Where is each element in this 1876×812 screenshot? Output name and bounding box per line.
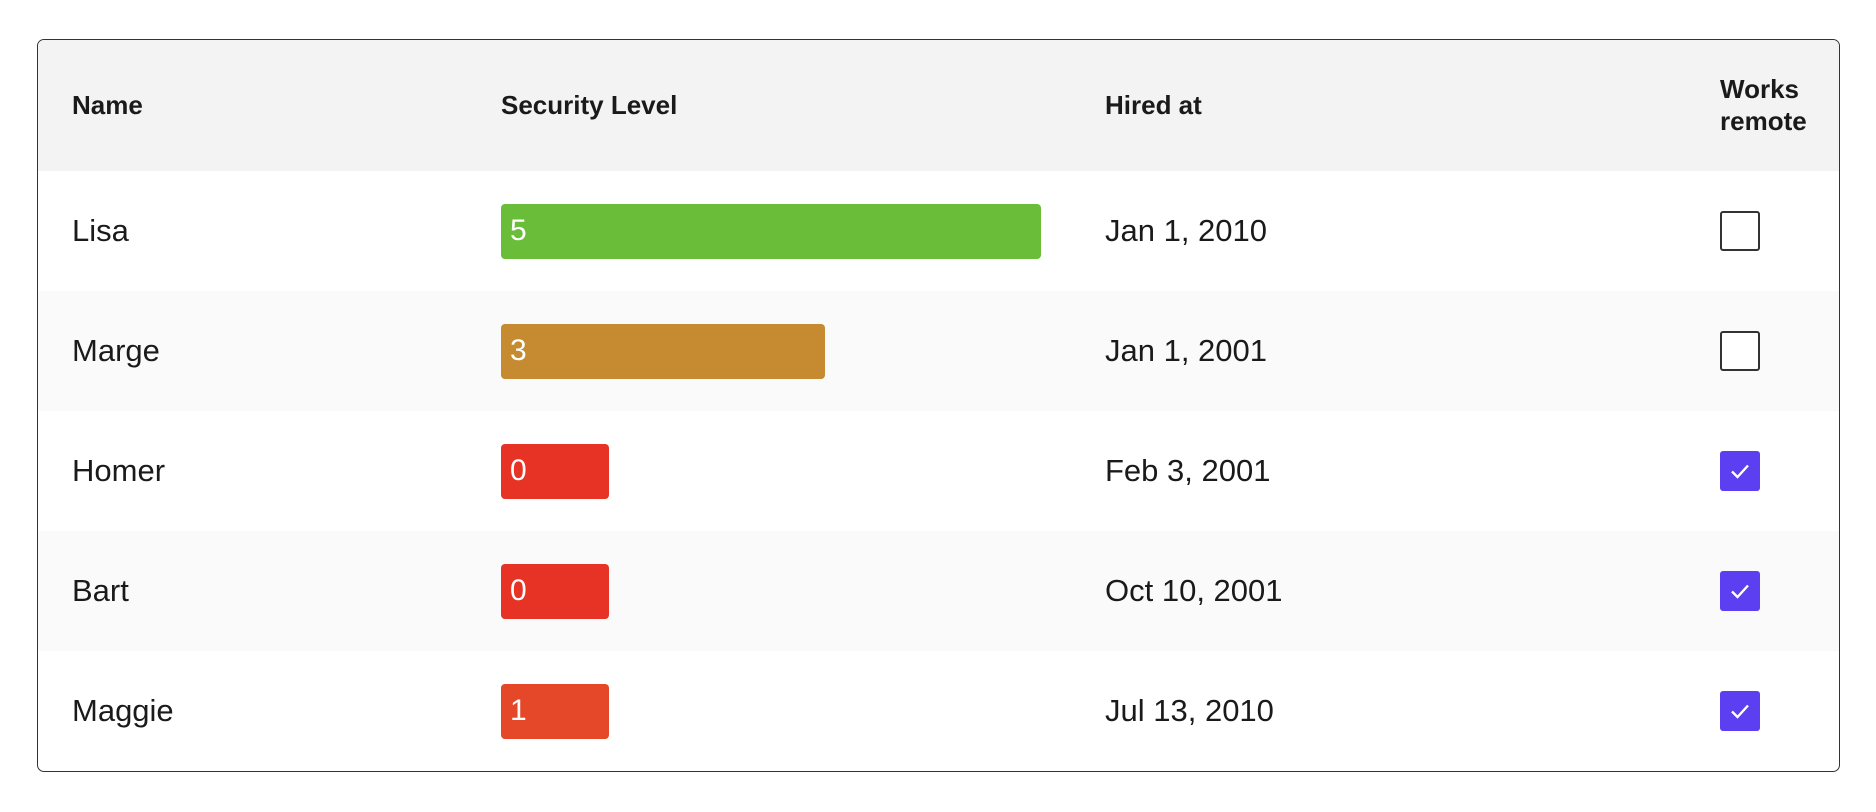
checkbox[interactable] [1720, 691, 1760, 731]
table-row: Marge 3 Jan 1, 2001 [38, 291, 1839, 411]
table-row: Homer 0 Feb 3, 2001 [38, 411, 1839, 531]
checkmark [1731, 704, 1749, 719]
checkmark-path [1731, 704, 1749, 719]
name-cell: Homer [72, 453, 166, 488]
table-row: Maggie 1 Jul 13, 2010 [38, 651, 1839, 771]
checkmark [1731, 464, 1749, 479]
security-cell: 0 [501, 563, 1105, 619]
checkbox[interactable] [1720, 451, 1760, 491]
security-bar: 1 [501, 683, 609, 739]
checkmark-path [1731, 464, 1749, 479]
hired-cell: Oct 10, 2001 [1105, 573, 1283, 608]
header-cell: Hired at [1105, 90, 1202, 120]
remote-cell [1720, 331, 1839, 371]
checkbox[interactable] [1720, 331, 1760, 371]
hired-cell: Feb 3, 2001 [1105, 453, 1271, 488]
header-cell: Name [72, 90, 143, 120]
remote-cell [1720, 571, 1839, 611]
hired-cell: Jan 1, 2001 [1105, 333, 1268, 368]
name-cell: Maggie [72, 693, 174, 728]
checkmark-path [1731, 584, 1749, 599]
name-cell: Bart [72, 573, 129, 608]
remote-cell [1720, 451, 1839, 491]
security-cell: 3 [501, 323, 1105, 379]
name-cell: Lisa [72, 213, 129, 248]
hired-cell: Jan 1, 2010 [1105, 213, 1268, 248]
checkbox[interactable] [1720, 571, 1760, 611]
header-cell: Works remote [1720, 74, 1807, 136]
name-cell: Marge [72, 333, 160, 368]
remote-cell [1720, 211, 1839, 251]
security-cell: 5 [501, 203, 1105, 259]
security-bar: 5 [501, 203, 1041, 259]
security-cell: 0 [501, 443, 1105, 499]
table-row: Lisa 5 Jan 1, 2010 [38, 171, 1839, 291]
security-cell: 1 [501, 683, 1105, 739]
security-bar: 0 [501, 443, 609, 499]
employee-table: Name Security Level Hired at Works remot… [37, 39, 1840, 772]
hired-cell: Jul 13, 2010 [1105, 693, 1274, 728]
table-row: Bart 0 Oct 10, 2001 [38, 531, 1839, 651]
header-row: Name Security Level Hired at Works remot… [38, 40, 1839, 171]
security-bar: 3 [501, 323, 825, 379]
security-bar: 0 [501, 563, 609, 619]
checkmark [1731, 584, 1749, 599]
header-cell: Security Level [501, 90, 678, 120]
remote-cell [1720, 691, 1839, 731]
checkbox[interactable] [1720, 211, 1760, 251]
